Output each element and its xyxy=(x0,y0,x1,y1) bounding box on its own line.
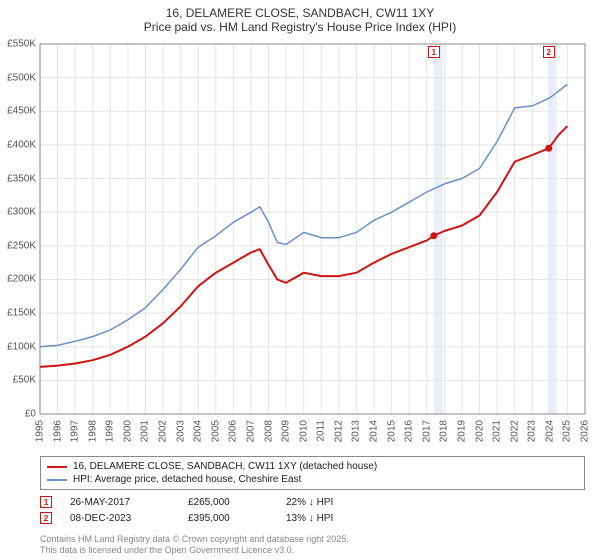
marker-row: 2 08-DEC-2023 £395,000 13% ↓ HPI xyxy=(40,510,585,526)
y-tick-label: £50K xyxy=(13,375,36,386)
x-tick-label: 2020 xyxy=(474,420,485,442)
attribution-line2: This data is licensed under the Open Gov… xyxy=(40,545,349,556)
x-tick-label: 2021 xyxy=(492,420,503,442)
legend-label: HPI: Average price, detached house, Ches… xyxy=(73,474,301,485)
legend: 16, DELAMERE CLOSE, SANDBACH, CW11 1XY (… xyxy=(40,456,585,490)
x-tick-label: 2009 xyxy=(281,420,292,442)
marker-diff: 13% ↓ HPI xyxy=(286,513,386,524)
y-tick-label: £150K xyxy=(7,308,36,319)
x-tick-label: 2017 xyxy=(421,420,432,442)
legend-label: 16, DELAMERE CLOSE, SANDBACH, CW11 1XY (… xyxy=(73,461,377,472)
x-tick-label: 2019 xyxy=(456,420,467,442)
x-tick-label: 1996 xyxy=(52,420,63,442)
y-tick-label: £100K xyxy=(7,341,36,352)
legend-row: 16, DELAMERE CLOSE, SANDBACH, CW11 1XY (… xyxy=(47,460,578,473)
x-tick-label: 2008 xyxy=(263,420,274,442)
marker-date: 08-DEC-2023 xyxy=(70,513,170,524)
chart-marker-1: 1 xyxy=(428,46,440,58)
legend-swatch xyxy=(47,466,67,468)
x-tick-label: 2016 xyxy=(404,420,415,442)
x-tick-label: 2023 xyxy=(527,420,538,442)
x-tick-label: 2001 xyxy=(140,420,151,442)
x-tick-label: 2010 xyxy=(298,420,309,442)
y-axis-labels: £0£50K£100K£150K£200K£250K£300K£350K£400… xyxy=(0,44,38,414)
chart-container: 16, DELAMERE CLOSE, SANDBACH, CW11 1XY P… xyxy=(0,0,600,560)
title-subtitle: Price paid vs. HM Land Registry's House … xyxy=(0,20,600,34)
y-tick-label: £550K xyxy=(7,39,36,50)
marker-table: 1 26-MAY-2017 £265,000 22% ↓ HPI 2 08-DEC-202… xyxy=(40,494,585,526)
x-tick-label: 1999 xyxy=(105,420,116,442)
marker-number-box: 2 xyxy=(40,512,52,524)
title-block: 16, DELAMERE CLOSE, SANDBACH, CW11 1XY P… xyxy=(0,0,600,34)
x-tick-label: 2007 xyxy=(245,420,256,442)
marker-number-box: 1 xyxy=(40,496,52,508)
chart-marker-2: 2 xyxy=(543,46,555,58)
x-tick-label: 2012 xyxy=(333,420,344,442)
x-tick-label: 2015 xyxy=(386,420,397,442)
x-tick-label: 2005 xyxy=(210,420,221,442)
y-tick-label: £350K xyxy=(7,173,36,184)
x-tick-label: 2013 xyxy=(351,420,362,442)
x-tick-label: 1998 xyxy=(87,420,98,442)
y-tick-label: £450K xyxy=(7,106,36,117)
x-tick-label: 2003 xyxy=(175,420,186,442)
chart-svg xyxy=(40,44,585,414)
legend-row: HPI: Average price, detached house, Ches… xyxy=(47,473,578,486)
x-tick-label: 2025 xyxy=(562,420,573,442)
y-tick-label: £200K xyxy=(7,274,36,285)
marker-row: 1 26-MAY-2017 £265,000 22% ↓ HPI xyxy=(40,494,585,510)
x-tick-label: 2000 xyxy=(122,420,133,442)
x-tick-label: 2026 xyxy=(580,420,591,442)
attribution-line1: Contains HM Land Registry data © Crown c… xyxy=(40,534,349,545)
marker-price: £395,000 xyxy=(188,513,268,524)
x-tick-label: 2024 xyxy=(544,420,555,442)
y-tick-label: £250K xyxy=(7,240,36,251)
x-tick-label: 2014 xyxy=(369,420,380,442)
y-tick-label: £0 xyxy=(25,409,36,420)
chart-area: 12 xyxy=(40,44,585,414)
x-tick-label: 2002 xyxy=(158,420,169,442)
x-tick-label: 2011 xyxy=(316,420,327,442)
marker-diff: 22% ↓ HPI xyxy=(286,497,386,508)
marker-price: £265,000 xyxy=(188,497,268,508)
y-tick-label: £500K xyxy=(7,72,36,83)
x-tick-label: 2018 xyxy=(439,420,450,442)
x-tick-label: 1995 xyxy=(35,420,46,442)
marker-date: 26-MAY-2017 xyxy=(70,497,170,508)
x-tick-label: 2004 xyxy=(193,420,204,442)
attribution: Contains HM Land Registry data © Crown c… xyxy=(40,534,349,556)
y-tick-label: £400K xyxy=(7,139,36,150)
title-address: 16, DELAMERE CLOSE, SANDBACH, CW11 1XY xyxy=(0,6,600,20)
x-tick-label: 2006 xyxy=(228,420,239,442)
x-axis-labels: 1995199619971998199920002001200220032004… xyxy=(40,418,585,458)
y-tick-label: £300K xyxy=(7,207,36,218)
x-tick-label: 2022 xyxy=(509,420,520,442)
legend-swatch xyxy=(47,479,67,481)
x-tick-label: 1997 xyxy=(70,420,81,442)
